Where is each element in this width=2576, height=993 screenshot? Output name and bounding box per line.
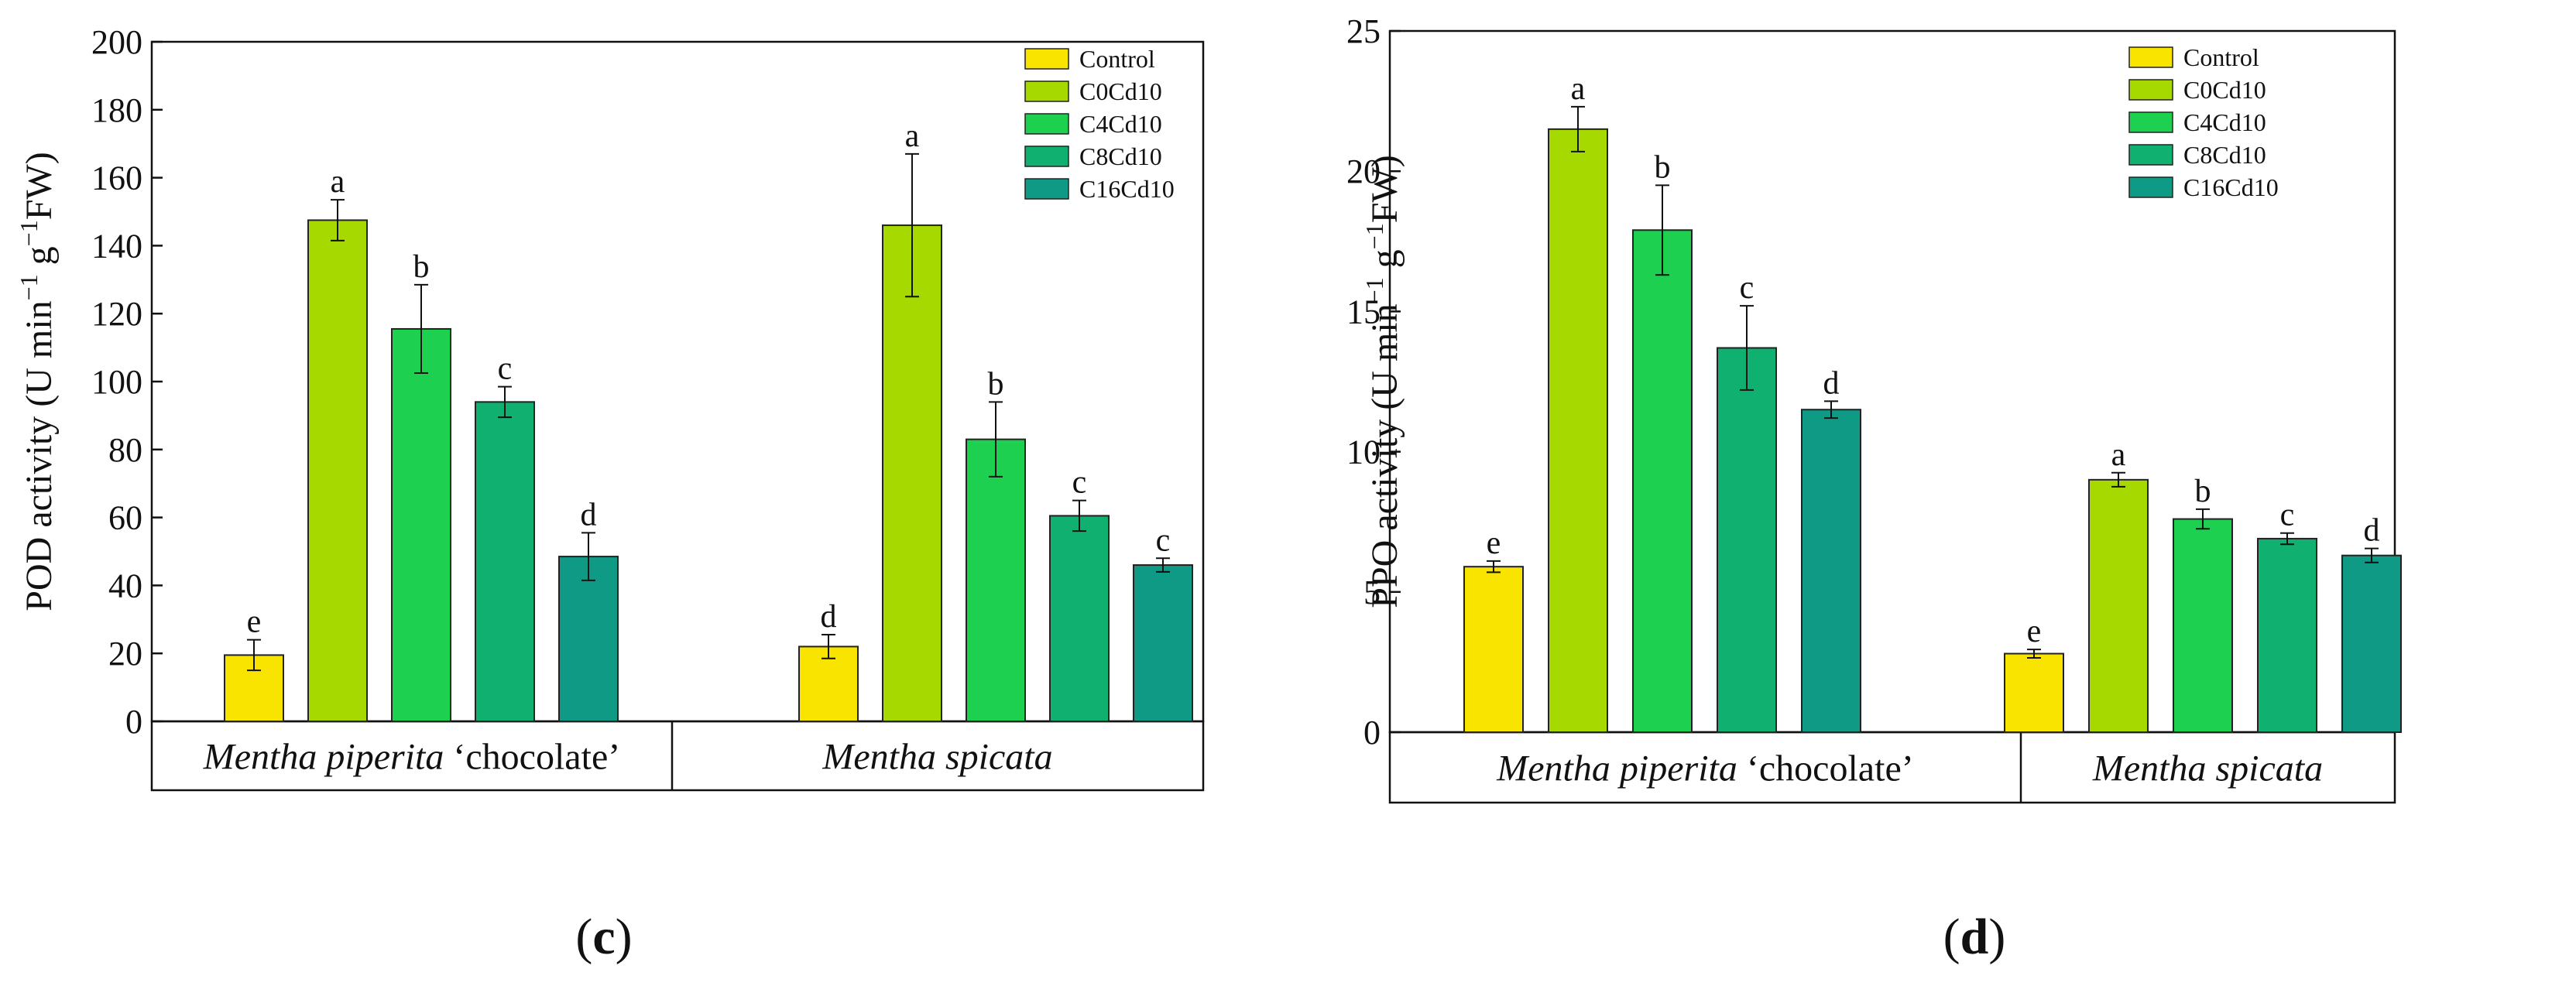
significance-letter: b <box>988 366 1004 402</box>
panel-label: (d) <box>1943 909 2006 965</box>
bar-c-1-C16Cd10 <box>1133 564 1193 722</box>
panel-label: (c) <box>575 909 632 965</box>
bar-c-0-C8Cd10 <box>475 401 535 723</box>
bar-c-1-C0Cd10 <box>882 224 942 722</box>
bar-d-1-C4Cd10 <box>2173 518 2233 733</box>
legend-label: Control <box>2183 43 2259 71</box>
bar-d-1-C0Cd10 <box>2088 478 2149 734</box>
y-tick-label: 25 <box>1346 12 1381 50</box>
y-tick-label: 40 <box>108 567 142 604</box>
y-tick-label: 160 <box>91 159 142 197</box>
legend-swatch <box>2128 176 2173 198</box>
significance-letter: e <box>1487 526 1501 561</box>
significance-letter: c <box>1072 465 1087 501</box>
y-tick-label: 100 <box>91 363 142 401</box>
bar-d-1-Control <box>2004 652 2064 734</box>
significance-letter: d <box>1823 365 1840 401</box>
significance-letter: a <box>331 164 345 200</box>
significance-letter: d <box>821 599 837 635</box>
significance-letter: c <box>2280 498 2295 533</box>
y-tick-label: 120 <box>91 295 142 333</box>
chart-panel-c: 0 20 40 60 80 100 120 140 160 180 200 POD activity … <box>15 23 1205 965</box>
significance-letter: c <box>1740 270 1754 306</box>
y-tick-label: 0 <box>1363 714 1381 752</box>
legend-swatch <box>1024 178 1069 200</box>
category-box <box>1388 731 2396 804</box>
legend-label: C4Cd10 <box>2183 108 2266 136</box>
legend-swatch <box>2128 144 2173 166</box>
significance-letter: e <box>247 604 262 640</box>
y-axis-label: PPO activity (U min−1 g−1FW) <box>1360 155 1405 608</box>
significance-letter: a <box>1571 71 1586 107</box>
legend-swatch <box>2128 79 2173 101</box>
significance-letter: b <box>1655 149 1671 185</box>
y-axis-label: POD activity (U min−1 g−1FW) <box>15 152 60 611</box>
legend-swatch <box>2128 46 2173 68</box>
y-tick-label: 140 <box>91 227 142 265</box>
bar-d-0-C16Cd10 <box>1801 409 1861 733</box>
y-tick-label: 5 <box>1363 574 1381 611</box>
significance-letter: b <box>413 249 430 285</box>
legend-label: C8Cd10 <box>2183 141 2266 169</box>
bar-c-1-C4Cd10 <box>966 438 1026 722</box>
significance-letter: c <box>1156 522 1171 558</box>
significance-letter: d <box>581 497 597 532</box>
legend-swatch <box>2128 111 2173 133</box>
bar-d-0-C0Cd10 <box>1548 128 1608 733</box>
legend-label: C0Cd10 <box>2183 76 2266 104</box>
y-tick-label: 20 <box>108 635 142 673</box>
legend-label: Control <box>1079 45 1155 73</box>
category-box <box>150 720 1205 792</box>
group-label: Mentha piperita ‘chocolate’ <box>1496 748 1913 789</box>
bar-c-0-C0Cd10 <box>307 219 368 723</box>
legend-label: C16Cd10 <box>2183 173 2279 201</box>
y-tick-label: 0 <box>125 703 142 741</box>
significance-letter: d <box>2364 513 2380 549</box>
chart-panel-d: 0 5 10 15 20 25 PPO activity (U min−1 g−1FW) e a… <box>1346 12 2402 965</box>
significance-letter: c <box>498 351 513 387</box>
group-label: Mentha spicata <box>822 737 1052 778</box>
y-tick-label: 80 <box>108 431 142 469</box>
legend-label: C16Cd10 <box>1079 175 1175 203</box>
bar-d-0-C8Cd10 <box>1717 347 1777 733</box>
legend-swatch <box>1024 113 1069 135</box>
bar-d-1-C8Cd10 <box>2257 537 2317 733</box>
legend: Control C0Cd10 C4Cd10 C8Cd10 C16Cd10 <box>1024 45 1175 203</box>
y-tick-label: 20 <box>1346 152 1381 190</box>
y-tick-label: 200 <box>91 23 142 61</box>
legend-swatch <box>1024 80 1069 102</box>
legend-swatch <box>1024 146 1069 167</box>
legend-label: C4Cd10 <box>1079 110 1162 138</box>
y-tick-label: 15 <box>1346 293 1381 330</box>
bar-c-0-C16Cd10 <box>558 556 619 723</box>
group-label: Mentha piperita ‘chocolate’ <box>203 737 620 778</box>
bar-d-1-C16Cd10 <box>2341 554 2402 733</box>
y-tick-label: 180 <box>91 91 142 129</box>
legend: Control C0Cd10 C4Cd10 C8Cd10 C16Cd10 <box>2128 43 2279 201</box>
significance-letter: a <box>2111 437 2126 473</box>
legend-label: C8Cd10 <box>1079 142 1162 170</box>
legend-label: C0Cd10 <box>1079 77 1162 105</box>
y-tick-label: 60 <box>108 499 142 537</box>
group-label: Mentha spicata <box>2092 748 2323 789</box>
y-tick-label: 10 <box>1346 433 1381 471</box>
bar-d-0-C4Cd10 <box>1632 229 1693 733</box>
significance-letter: a <box>905 118 920 154</box>
bar-d-0-Control <box>1463 566 1524 734</box>
significance-letter: e <box>2027 614 2042 649</box>
bar-c-1-C8Cd10 <box>1049 515 1110 723</box>
bar-c-0-C4Cd10 <box>391 327 451 722</box>
significance-letter: b <box>2195 474 2211 509</box>
legend-swatch <box>1024 48 1069 70</box>
